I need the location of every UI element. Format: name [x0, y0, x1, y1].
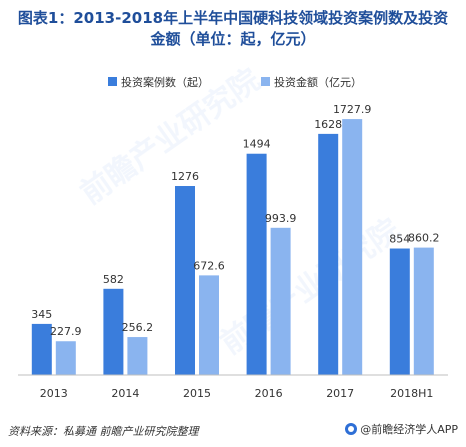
- title-line-1: 图表1：2013-2018年上半年中国硬科技领域投资案例数及投资: [17, 9, 449, 27]
- bar-series-2-2017: [342, 119, 363, 375]
- x-tick-label-2016: 2016: [255, 387, 283, 400]
- value-label-series-2-2013: 227.9: [50, 325, 82, 338]
- value-label-series-2-2017: 1727.9: [333, 103, 372, 116]
- legend-label-series-2: 投资金额（亿元）: [274, 75, 362, 89]
- value-label-series-2-2015: 672.6: [193, 259, 225, 272]
- legend-swatch-series-2: [261, 77, 270, 86]
- x-tick-label-2017: 2017: [326, 387, 354, 400]
- bar-series-1-2013: [31, 323, 52, 375]
- bar-series-2-2018H1: [413, 247, 434, 375]
- bar-series-2-2014: [127, 337, 148, 375]
- legend-swatch-series-1: [108, 77, 117, 86]
- x-tick-label-2015: 2015: [183, 387, 211, 400]
- brand-footer: @前瞻经济学人APP: [345, 421, 458, 437]
- x-axis-tick-labels: 2013 2014 2015 2016 2017 2018H1: [40, 387, 434, 400]
- bar-series-1-2014: [103, 288, 124, 375]
- bar-series-1-2018H1: [389, 248, 410, 375]
- title-line-2: 金额（单位：起，亿元）: [150, 30, 316, 48]
- value-label-series-1-2018H1: 854: [389, 233, 410, 246]
- value-label-series-2-2014: 256.2: [122, 321, 154, 334]
- watermark-text: 前瞻产业研究院: [215, 212, 407, 361]
- bar-series-1-2017: [318, 133, 339, 375]
- x-tick-label-2013: 2013: [40, 387, 68, 400]
- value-labels-layer: 345 227.9 582 256.2 1276 672.6 1494 993.9 1628 17…: [31, 103, 439, 338]
- bars-layer: [31, 119, 434, 375]
- bar-series-2-2015: [199, 275, 219, 375]
- legend: 投资案例数（起） 投资金额（亿元）: [108, 75, 362, 89]
- bar-series-1-2015: [175, 186, 195, 375]
- x-tick-label-2014: 2014: [111, 387, 139, 400]
- brand-logo-icon: [345, 423, 358, 435]
- value-label-series-2-2018H1: 860.2: [408, 232, 440, 245]
- source-note: 资料来源：私募通 前瞻产业研究院整理: [8, 425, 199, 438]
- value-label-series-1-2015: 1276: [171, 170, 199, 183]
- brand-text: @前瞻经济学人APP: [360, 423, 458, 436]
- bar-series-2-2016: [270, 227, 291, 375]
- value-label-series-1-2016: 1494: [243, 138, 271, 151]
- value-label-series-1-2013: 345: [31, 308, 52, 321]
- x-tick-label-2018H1: 2018H1: [390, 387, 433, 400]
- bar-series-2-2013: [55, 341, 76, 375]
- legend-label-series-1: 投资案例数（起）: [121, 75, 209, 89]
- chart-title: 图表1：2013-2018年上半年中国硬科技领域投资案例数及投资 金额（单位：起…: [0, 8, 466, 50]
- bar-series-1-2016: [246, 153, 267, 375]
- value-label-series-1-2017: 1628: [314, 118, 342, 131]
- value-label-series-1-2014: 582: [103, 273, 124, 286]
- value-label-series-2-2016: 993.9: [265, 212, 297, 225]
